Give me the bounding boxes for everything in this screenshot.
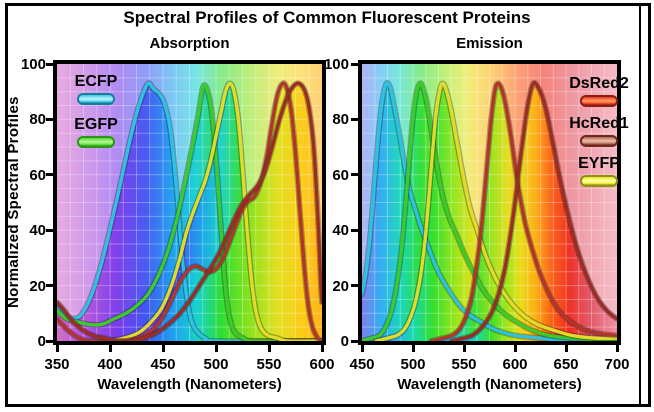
x-tick-label: 400	[97, 356, 123, 373]
curve-ecfp	[57, 81, 322, 341]
legend-swatch-eyfp	[579, 175, 618, 187]
x-tick-label: 600	[309, 356, 335, 373]
legend-swatch-dsred2	[579, 95, 618, 107]
y-tick-mark	[351, 117, 358, 121]
curve-egfp	[57, 83, 322, 341]
absorption-x-axis-label: Wavelength (Nanometers)	[97, 376, 282, 393]
x-tick-label: 500	[400, 356, 426, 373]
curve-egfp	[362, 81, 617, 341]
x-tick-mark	[462, 345, 466, 352]
y-tick-mark	[46, 117, 53, 121]
y-tick-mark	[351, 173, 358, 177]
y-tick-mark	[46, 284, 53, 288]
x-tick-label: 650	[553, 356, 579, 373]
x-tick-mark	[411, 345, 415, 352]
y-tick-label: 20	[332, 277, 349, 295]
y-tick-label: 80	[332, 111, 349, 129]
emission-x-axis-label: Wavelength (Nanometers)	[397, 376, 582, 393]
y-tick-mark	[46, 62, 53, 66]
legend-swatch-ecfp	[76, 93, 115, 105]
figure-border	[5, 3, 651, 407]
legend-item-ecfp: ECFP	[74, 73, 118, 105]
absorption-legend: ECFP EGFP	[58, 73, 134, 148]
emission-plot-area	[358, 60, 621, 345]
absorption-plot-area	[53, 60, 326, 345]
curve-hcred1	[450, 81, 617, 341]
x-tick-mark	[55, 345, 59, 352]
y-tick-label: 100	[323, 56, 349, 73]
y-tick-label: 100	[20, 56, 46, 73]
emission-chart	[362, 64, 617, 341]
legend-label-eyfp: EYFP	[578, 155, 620, 172]
y-tick-label: 0	[37, 333, 46, 350]
absorption-panel-title: Absorption	[149, 35, 230, 52]
area-fill-hcred1	[451, 82, 617, 341]
emission-legend: DsRed2 HcRed1 EYFP	[556, 75, 642, 187]
x-tick-mark	[214, 345, 218, 352]
y-tick-mark	[46, 173, 53, 177]
inner-border-line	[639, 4, 641, 405]
legend-item-hcred1: HcRed1	[569, 115, 629, 147]
y-axis-label: Normalized Spectral Profiles	[5, 96, 22, 309]
x-tick-mark	[360, 345, 364, 352]
curve-eyfp	[374, 81, 617, 341]
x-tick-label: 550	[451, 356, 477, 373]
y-tick-mark	[46, 339, 53, 343]
x-tick-mark	[513, 345, 517, 352]
legend-item-eyfp: EYFP	[578, 155, 620, 187]
area-fill-dsred2	[431, 83, 617, 341]
x-tick-mark	[161, 345, 165, 352]
y-tick-mark	[351, 228, 358, 232]
x-tick-label: 350	[44, 356, 70, 373]
figure-title: Spectral Profiles of Common Fluorescent …	[123, 8, 531, 27]
x-tick-label: 600	[502, 356, 528, 373]
x-tick-mark	[564, 345, 568, 352]
legend-swatch-egfp	[77, 136, 115, 148]
legend-item-egfp: EGFP	[74, 116, 118, 148]
y-tick-label: 40	[332, 222, 349, 240]
x-tick-mark	[320, 345, 324, 352]
legend-label-ecfp: ECFP	[74, 73, 118, 90]
area-fill-ecfp	[57, 83, 322, 341]
legend-label-egfp: EGFP	[74, 116, 118, 133]
grid-lines	[362, 64, 617, 341]
y-tick-mark	[351, 284, 358, 288]
y-tick-label: 40	[29, 222, 46, 240]
curve-hcred1	[57, 81, 322, 341]
x-tick-label: 500	[203, 356, 229, 373]
area-fill-egfp	[57, 85, 322, 341]
curve-ecfp	[362, 81, 617, 341]
area-fill-eyfp	[107, 83, 322, 341]
y-tick-label: 80	[29, 111, 46, 129]
absorption-chart	[57, 64, 322, 341]
curve-dsred2	[429, 81, 617, 341]
x-tick-label: 700	[604, 356, 630, 373]
x-tick-label: 450	[349, 356, 375, 373]
y-tick-label: 60	[29, 166, 46, 184]
legend-label-hcred1: HcRed1	[569, 115, 629, 132]
legend-swatch-hcred1	[579, 135, 618, 147]
y-tick-mark	[351, 62, 358, 66]
y-tick-mark	[351, 339, 358, 343]
x-tick-mark	[615, 345, 619, 352]
y-tick-label: 20	[29, 277, 46, 295]
area-fill-hcred1	[57, 83, 322, 341]
y-tick-label: 0	[340, 333, 349, 350]
y-tick-label: 60	[332, 166, 349, 184]
legend-label-dsred2: DsRed2	[569, 75, 629, 92]
x-tick-mark	[267, 345, 271, 352]
legend-item-dsred2: DsRed2	[569, 75, 629, 107]
x-tick-label: 550	[256, 356, 282, 373]
x-tick-mark	[108, 345, 112, 352]
curve-dsred2	[57, 81, 322, 341]
y-tick-mark	[46, 228, 53, 232]
area-fill-eyfp	[376, 83, 617, 341]
x-tick-label: 450	[150, 356, 176, 373]
curve-eyfp	[106, 81, 322, 341]
emission-panel-title: Emission	[456, 35, 523, 52]
